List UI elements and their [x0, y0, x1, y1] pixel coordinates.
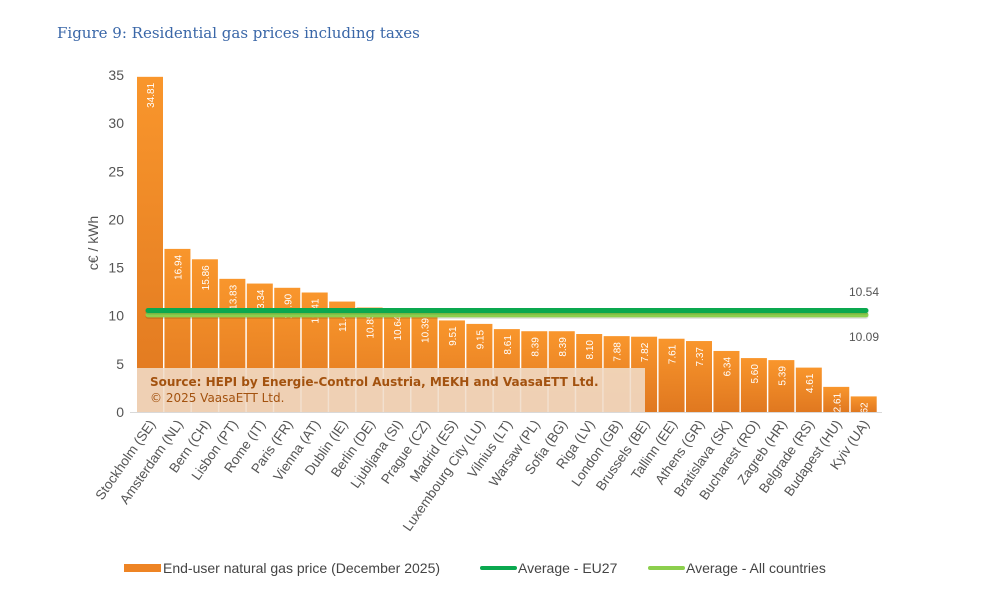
bar [137, 76, 163, 412]
data-label: 12.90 [283, 293, 294, 318]
data-label: 9.51 [448, 326, 459, 346]
data-label: 13.34 [256, 289, 267, 314]
y-axis-label: c€ / kWh [85, 216, 101, 270]
legend-label-all: Average - All countries [686, 560, 826, 576]
legend-swatch-price [124, 564, 161, 572]
bar [658, 338, 685, 412]
data-label: 6.34 [722, 357, 733, 377]
figure-title: Figure 9: Residential gas prices includi… [57, 24, 420, 42]
bar [686, 341, 712, 412]
data-label: .62 [860, 402, 871, 416]
data-label: 34.81 [146, 82, 157, 107]
data-label: 8.10 [585, 340, 596, 360]
y-tick-label: 0 [116, 404, 124, 420]
bar [850, 396, 877, 412]
bar-series [137, 76, 877, 412]
legend-label-eu27: Average - EU27 [518, 560, 618, 576]
y-tick-label: 20 [108, 211, 124, 227]
y-tick-label: 25 [108, 163, 124, 179]
data-label: 15.86 [201, 265, 212, 290]
data-label: 8.61 [503, 335, 514, 355]
average-lines: 10.54 10.09 [145, 285, 879, 344]
data-label: 10.85 [366, 313, 377, 338]
data-label: 5.39 [777, 366, 788, 386]
data-label: 7.37 [695, 347, 706, 367]
legend-label-price: End-user natural gas price (December 202… [163, 560, 440, 576]
bar [713, 350, 740, 412]
bar [740, 358, 767, 412]
y-axis: 0 5 10 15 20 25 30 35 [108, 67, 124, 420]
copyright-text: © 2025 VaasaETT Ltd. [150, 391, 284, 405]
bar [795, 367, 822, 412]
data-label: 5.60 [750, 364, 761, 384]
data-label: 10.64 [393, 315, 404, 340]
average-eu27-label: 10.54 [849, 285, 879, 299]
y-tick-label: 15 [108, 260, 124, 276]
y-tick-label: 10 [108, 308, 124, 324]
data-label: 7.61 [668, 344, 679, 364]
source-annotation: Source: HEPI by Energie-Control Austria,… [137, 368, 645, 412]
bar [768, 360, 795, 412]
legend-swatch-eu27 [480, 566, 517, 570]
y-tick-label: 30 [108, 115, 124, 131]
data-label: 10.39 [421, 318, 432, 343]
x-axis-labels: Stockholm (SE)Amsterdam (NL)Bern (CH)Lis… [92, 417, 872, 534]
data-label: 7.82 [640, 342, 651, 362]
data-label: 13.83 [228, 284, 239, 309]
data-label: 4.61 [805, 373, 816, 393]
data-label: 7.88 [613, 342, 624, 362]
data-label: 2.61 [832, 392, 843, 412]
data-label: 9.15 [475, 329, 486, 349]
source-text: Source: HEPI by Energie-Control Austria,… [150, 375, 599, 389]
y-tick-label: 35 [108, 67, 124, 83]
data-label: 8.39 [558, 337, 569, 357]
y-tick-label: 5 [116, 356, 124, 372]
legend: End-user natural gas price (December 202… [124, 560, 826, 576]
data-label: 11.47 [338, 307, 349, 332]
source-box [137, 368, 645, 412]
bar [823, 386, 850, 412]
average-all-label: 10.09 [849, 330, 879, 344]
data-label: 8.39 [530, 337, 541, 357]
data-label: 16.94 [173, 254, 184, 279]
legend-swatch-all [648, 566, 685, 570]
